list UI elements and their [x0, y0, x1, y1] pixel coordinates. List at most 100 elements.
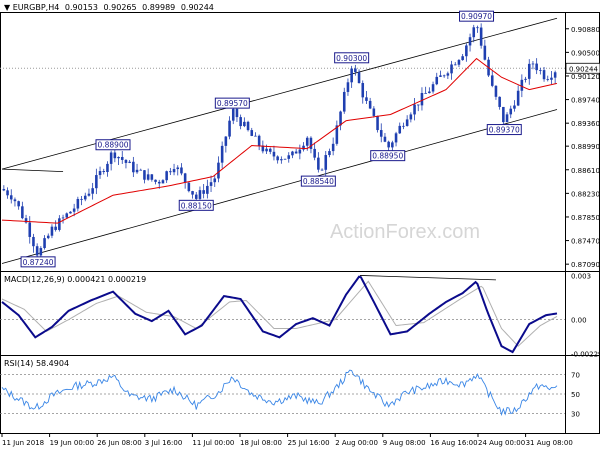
swing-label-text: 0.89570 — [217, 99, 248, 108]
swing-label-box — [300, 175, 336, 187]
candle-body — [309, 137, 313, 149]
candle-body — [313, 148, 316, 158]
candle-body — [509, 108, 513, 115]
swing-label-box — [20, 256, 56, 268]
price-tick-label: 0.90120 — [571, 73, 600, 81]
candle-body — [317, 157, 320, 170]
rsi-pane-frame — [0, 355, 600, 434]
swing-label-box — [486, 124, 522, 136]
candle-body — [6, 190, 9, 196]
candle-body — [539, 70, 542, 71]
candle-body — [546, 79, 550, 81]
candle-body — [272, 151, 276, 157]
macd-main-line — [1, 275, 558, 354]
candle-body — [383, 136, 387, 142]
candle-body — [106, 163, 109, 173]
candle-body — [169, 171, 172, 173]
candle-body — [209, 182, 213, 186]
candle-body — [172, 169, 176, 173]
candle-body — [61, 217, 65, 219]
candle-body — [342, 91, 346, 112]
candle-body — [490, 75, 494, 86]
candle-body — [69, 211, 72, 214]
candles-group — [2, 23, 557, 260]
candle-body — [305, 137, 309, 146]
candle-body — [350, 68, 353, 83]
swing-label-text: 0.90300 — [336, 54, 367, 63]
candle-body — [516, 90, 520, 106]
time-tick-label: 9 Aug 08:00 — [383, 439, 426, 447]
candle-body — [124, 159, 128, 163]
close-value: 0.90244 — [180, 3, 214, 12]
candle-body — [287, 155, 291, 159]
candle-body — [320, 169, 324, 171]
candle-body — [542, 70, 546, 80]
candle-body — [28, 222, 32, 237]
candle-body — [72, 208, 76, 212]
candle-body — [298, 149, 302, 154]
time-tick-label: 19 Jun 00:00 — [50, 439, 94, 447]
candle-body — [32, 236, 35, 247]
low-value: 0.89989 — [142, 3, 176, 12]
candle-body — [46, 235, 50, 239]
candle-body — [376, 115, 379, 131]
candle-body — [520, 79, 524, 91]
candle-body — [428, 91, 431, 94]
candle-body — [143, 170, 146, 180]
rsi-tick-label: 70 — [571, 372, 580, 380]
candle-body — [346, 82, 350, 92]
rsi-tick-label: 50 — [571, 391, 580, 399]
dropdown-triangle-icon[interactable]: ▼ — [4, 3, 11, 12]
main-pane-frame — [0, 12, 600, 272]
candle-body — [43, 238, 46, 249]
candle-body — [465, 45, 468, 57]
candle-body — [457, 60, 461, 65]
candle-body — [231, 108, 235, 121]
candle-body — [324, 155, 328, 170]
candle-body — [361, 83, 365, 98]
candle-body — [24, 218, 28, 223]
candle-body — [213, 178, 217, 183]
candle-body — [109, 152, 113, 164]
candle-body — [191, 191, 194, 195]
candle-body — [354, 68, 357, 73]
candle-body — [76, 198, 80, 209]
candle-body — [505, 114, 509, 123]
watermark-text: ActionForex.com — [330, 221, 480, 243]
high-value: 0.90265 — [103, 3, 137, 12]
channel-upper-line — [1, 17, 558, 170]
candle-body — [80, 198, 83, 200]
candle-body — [413, 104, 416, 115]
candle-body — [398, 125, 402, 134]
swing-label-box — [214, 97, 250, 109]
candle-body — [17, 201, 20, 207]
swing-label-text: 0.88150 — [181, 201, 212, 210]
candle-body — [276, 156, 279, 161]
candle-body — [50, 226, 54, 236]
candle-body — [135, 169, 139, 173]
candle-body — [187, 182, 191, 192]
current-price-label: 0.90244 — [569, 65, 598, 73]
candle-body — [132, 161, 135, 173]
time-tick-label: 11 Jun 2018 — [2, 439, 44, 447]
macd-tick-label: 0.00 — [571, 317, 587, 325]
candle-body — [442, 75, 446, 77]
time-tick-label: 31 Aug 08:00 — [526, 439, 573, 447]
candle-body — [409, 114, 413, 120]
candle-body — [450, 64, 453, 74]
current-price-tag — [565, 62, 600, 74]
candle-body — [357, 72, 361, 84]
candle-body — [217, 162, 220, 179]
swing-label-box — [370, 150, 406, 162]
candle-body — [87, 193, 91, 196]
candle-body — [261, 145, 265, 152]
candle-body — [483, 45, 487, 60]
price-tick-label: 0.88610 — [571, 167, 600, 175]
candle-body — [420, 93, 424, 106]
candle-body — [202, 190, 205, 194]
price-tick-label: 0.87470 — [571, 238, 600, 246]
candle-body — [416, 104, 420, 106]
candle-body — [431, 84, 435, 92]
candle-body — [494, 85, 498, 97]
swing-label-text: 0.88900 — [97, 141, 128, 150]
